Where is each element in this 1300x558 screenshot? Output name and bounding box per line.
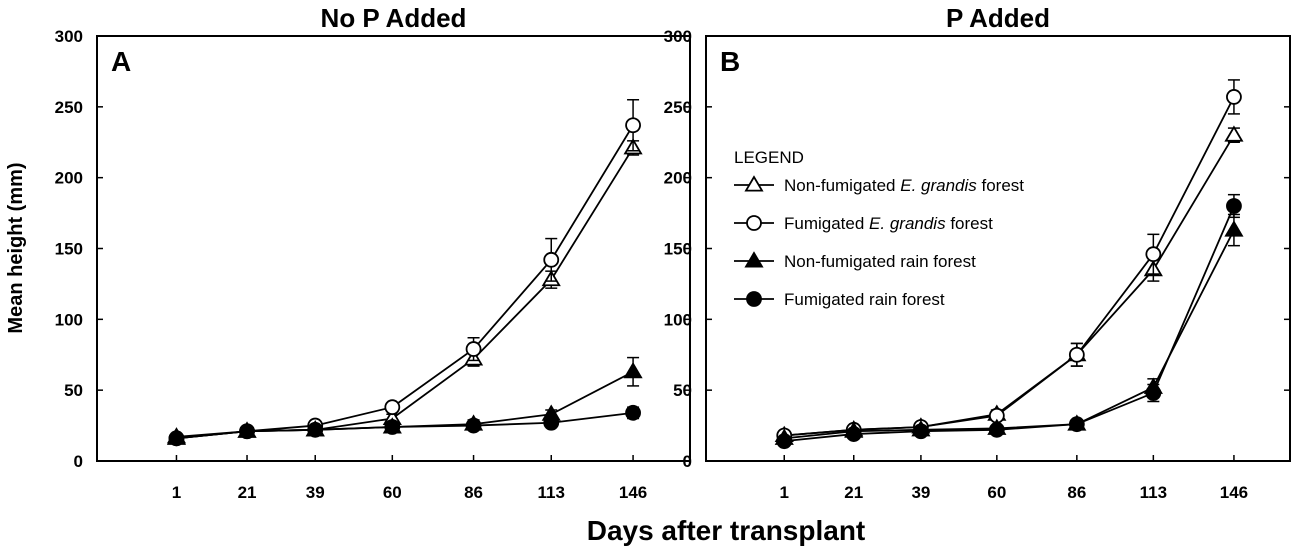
panel-a: No P Added A 0 50 100 150 200 250 300 1 21 39 60 86 11… <box>55 3 691 502</box>
x-tick-label: 60 <box>383 483 402 502</box>
series-triangle-filled <box>774 213 1244 445</box>
y-tick-label: 0 <box>74 452 83 471</box>
legend-label: Non-fumigated rain forest <box>784 252 976 271</box>
x-tick-label: 113 <box>1140 483 1167 502</box>
legend: LEGEND Non-fumigated E. grandis forest Fum… <box>734 148 1024 309</box>
data-point <box>913 423 929 440</box>
x-tick-label: 21 <box>844 483 863 502</box>
legend-item: Fumigated E. grandis forest <box>734 214 993 233</box>
x-tick-label: 39 <box>911 483 930 502</box>
legend-marker <box>744 175 764 192</box>
panel-b: P Added B 0 50 100 150 200 250 300 1 21 39 60 86 113 14… <box>664 3 1291 502</box>
panel-title: No P Added <box>321 3 467 33</box>
data-point <box>623 361 643 379</box>
data-point <box>845 426 862 442</box>
data-point <box>988 421 1005 438</box>
y-tick-label: 300 <box>55 27 83 46</box>
y-tick-label: 250 <box>55 98 83 117</box>
y-tick-label: 0 <box>683 452 692 471</box>
data-point <box>1224 220 1244 237</box>
legend-item: Non-fumigated rain forest <box>734 251 976 271</box>
series-circle-filled <box>168 404 641 447</box>
x-tick-label: 1 <box>172 483 181 502</box>
y-axis-label: Mean height (mm) <box>5 162 27 333</box>
y-tick-label: 200 <box>55 169 83 188</box>
x-tick-label: 21 <box>238 483 257 502</box>
legend-marker <box>744 251 764 268</box>
legend-title: LEGEND <box>734 148 804 167</box>
legend-marker <box>746 291 762 307</box>
panel-letter: A <box>111 46 131 77</box>
data-point <box>1145 246 1162 263</box>
x-tick-label: 60 <box>987 483 1006 502</box>
y-tick-label: 150 <box>55 240 83 259</box>
data-point <box>543 414 560 431</box>
x-tick-label: 146 <box>619 483 647 502</box>
data-point <box>776 433 793 450</box>
series-line <box>176 147 634 438</box>
series-triangle-open <box>166 138 643 444</box>
x-tick-label: 146 <box>1220 483 1248 502</box>
series-circle-filled <box>776 193 1242 450</box>
x-tick-label: 1 <box>780 483 789 502</box>
y-tick-label: 100 <box>664 310 692 329</box>
legend-label: Non-fumigated E. grandis forest <box>784 176 1024 195</box>
legend-label: Fumigated rain forest <box>784 290 945 309</box>
y-tick-label: 50 <box>673 381 692 400</box>
legend-marker <box>746 215 762 231</box>
data-point <box>307 421 324 438</box>
x-tick-label: 113 <box>538 483 565 502</box>
y-tick-label: 50 <box>64 381 83 400</box>
panel-letter: B <box>720 46 740 77</box>
data-point <box>465 417 482 434</box>
legend-label: Fumigated E. grandis forest <box>784 214 993 233</box>
data-point <box>1224 125 1244 142</box>
data-point <box>1226 198 1242 214</box>
data-point <box>465 341 482 357</box>
plot-frame <box>96 35 691 462</box>
data-point <box>543 251 560 268</box>
data-point <box>1145 385 1162 401</box>
series-triangle-open <box>774 125 1244 443</box>
data-point <box>1068 346 1085 363</box>
series-line <box>176 124 634 440</box>
x-axis-label: Days after transplant <box>587 515 866 546</box>
data-point <box>384 419 401 435</box>
data-point <box>1226 89 1242 105</box>
data-point <box>168 430 185 447</box>
data-point <box>625 404 641 421</box>
y-tick-label: 150 <box>664 240 692 259</box>
series-circle-open <box>168 99 641 447</box>
x-tick-label: 86 <box>1067 483 1086 502</box>
data-point <box>1068 416 1085 433</box>
data-point <box>625 117 641 134</box>
x-tick-label: 86 <box>464 483 483 502</box>
data-point <box>239 423 255 440</box>
x-tick-label: 39 <box>306 483 325 502</box>
y-tick-label: 200 <box>664 169 692 188</box>
y-tick-label: 100 <box>55 310 83 329</box>
panel-title: P Added <box>946 3 1050 33</box>
legend-item: Non-fumigated E. grandis forest <box>734 175 1024 195</box>
legend-item: Fumigated rain forest <box>734 290 945 309</box>
y-tick-label: 250 <box>664 98 692 117</box>
plot-frame <box>705 35 1291 462</box>
data-point <box>384 399 401 416</box>
y-tick-label: 300 <box>664 27 692 46</box>
